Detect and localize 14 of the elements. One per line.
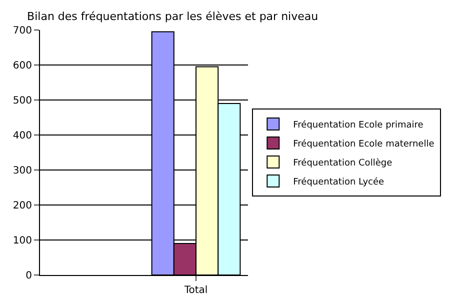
legend-label: Fréquentation Ecole maternelle xyxy=(293,138,435,150)
y-tick-label: 500 xyxy=(12,96,32,106)
y-tick-label: 0 xyxy=(26,270,32,282)
legend-label: Fréquentation Ecole primaire xyxy=(293,120,424,131)
chart-title: Bilan des fréquentations par les élèves et par niveau xyxy=(27,10,318,23)
y-tick-label: 700 xyxy=(12,26,32,36)
x-tick-label: Total xyxy=(183,285,208,296)
y-tick-label: 200 xyxy=(12,200,32,212)
y-tick-label: 100 xyxy=(12,236,32,246)
y-tick-label: 300 xyxy=(12,166,32,176)
legend-label: Fréquentation Lycée xyxy=(293,176,385,188)
y-tick-label: 600 xyxy=(12,60,32,72)
legend-label: Fréquentation Collège xyxy=(293,158,393,169)
y-tick-label: 400 xyxy=(12,130,32,142)
